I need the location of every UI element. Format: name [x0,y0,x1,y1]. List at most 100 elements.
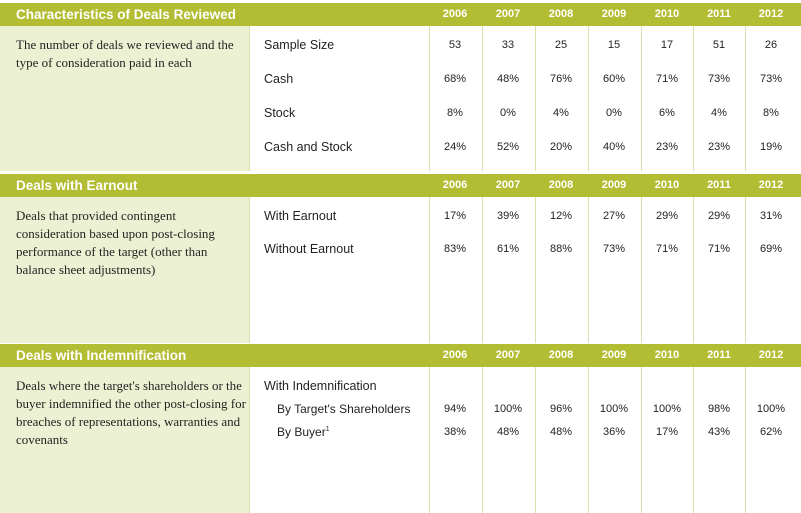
table-cell: 38% [443,426,467,438]
row-label: With Earnout [264,208,336,224]
column-divider [693,367,694,513]
table-cell: 98% [707,403,731,415]
table-cell: 62% [759,426,783,438]
table-cell: 27% [602,210,626,222]
section-description: Deals where the target's shareholders or… [16,378,246,447]
description-panel [0,26,249,171]
table-cell: 4% [553,107,569,119]
table-cell: 52% [496,141,520,153]
column-divider [429,367,430,513]
section-description: Deals that provided contingent considera… [16,208,215,277]
table-cell: 6% [659,107,675,119]
year-header: 2009 [601,179,627,191]
table-cell: 8% [763,107,779,119]
year-header: 2008 [548,349,574,361]
table-cell: 71% [707,243,731,255]
year-header: 2006 [442,179,468,191]
section-header: Deals with Earnout 2006 2007 2008 2009 2010 20… [0,174,801,197]
column-divider [693,197,694,343]
table-cell: 36% [602,426,626,438]
year-header: 2011 [707,349,731,361]
table-cell: 29% [655,210,679,222]
table-cell: 20% [549,141,573,153]
description-panel [0,367,249,513]
table-cell: 12% [549,210,573,222]
table-cell: 53 [448,39,462,51]
row-label: By Target's Shareholders [277,401,410,417]
table-cell: 15 [607,39,621,51]
column-divider [535,367,536,513]
table-cell: 40% [602,141,626,153]
year-header: 2010 [654,349,680,361]
column-divider [588,197,589,343]
table-cell: 33 [501,39,515,51]
description-panel [0,197,249,343]
row-label: Cash [264,71,293,87]
column-divider [249,197,250,343]
row-label: Cash and Stock [264,139,352,155]
year-header: 2007 [495,8,521,20]
table-cell: 25 [554,39,568,51]
table-cell: 61% [496,243,520,255]
table-cell: 73% [602,243,626,255]
table-cell: 23% [707,141,731,153]
section-title: Deals with Indemnification [16,348,187,363]
column-divider [482,26,483,171]
table-cell: 100% [756,403,786,415]
year-header: 2011 [707,179,731,191]
table-cell: 48% [496,73,520,85]
year-header: 2012 [758,179,784,191]
year-header: 2012 [758,8,784,20]
column-divider [429,197,430,343]
table-cell: 94% [443,403,467,415]
column-divider [745,367,746,513]
table-cell: 39% [496,210,520,222]
section-header: Deals with Indemnification 2006 2007 2008 20… [0,344,801,367]
footnote-marker: 1 [325,426,330,433]
table-cell: 69% [759,243,783,255]
section-title: Deals with Earnout [16,178,138,193]
row-label-text: Cash [264,72,294,86]
year-header: 2009 [601,349,627,361]
row-label-text: Sample Size [264,38,335,52]
table-cell: 17% [443,210,467,222]
year-header: 2012 [758,349,784,361]
table-cell: 96% [549,403,573,415]
table-cell: 73% [759,73,783,85]
year-header: 2006 [442,8,468,20]
row-label-text: Cash and Stock [264,140,353,154]
column-divider [535,197,536,343]
column-divider [588,26,589,171]
group-label: With Indemnification [264,379,377,393]
row-label-text: Stock [264,106,296,120]
table-cell: 71% [655,73,679,85]
year-header: 2006 [442,349,468,361]
column-divider [249,367,250,513]
row-label-text: By Target's Shareholders [277,402,411,416]
table-cell: 0% [606,107,622,119]
table-cell: 31% [759,210,783,222]
table-cell: 68% [443,73,467,85]
year-header: 2007 [495,349,521,361]
table-cell: 48% [549,426,573,438]
table-cell: 48% [496,426,520,438]
row-label: Without Earnout [264,241,354,257]
table-cell: 71% [655,243,679,255]
row-label: Sample Size [264,37,334,53]
table-cell: 0% [500,107,516,119]
year-header: 2008 [548,8,574,20]
section-header: Characteristics of Deals Reviewed 2006 200… [0,3,801,26]
column-divider [535,26,536,171]
table-cell: 29% [707,210,731,222]
table-cell: 4% [711,107,727,119]
table-cell: 51 [712,39,726,51]
row-label-text: With Earnout [264,209,337,223]
column-divider [588,367,589,513]
table-cell: 43% [707,426,731,438]
year-header: 2010 [654,179,680,191]
row-label: By Buyer1 [277,424,330,440]
column-divider [249,26,250,171]
table-cell: 24% [443,141,467,153]
column-divider [745,197,746,343]
